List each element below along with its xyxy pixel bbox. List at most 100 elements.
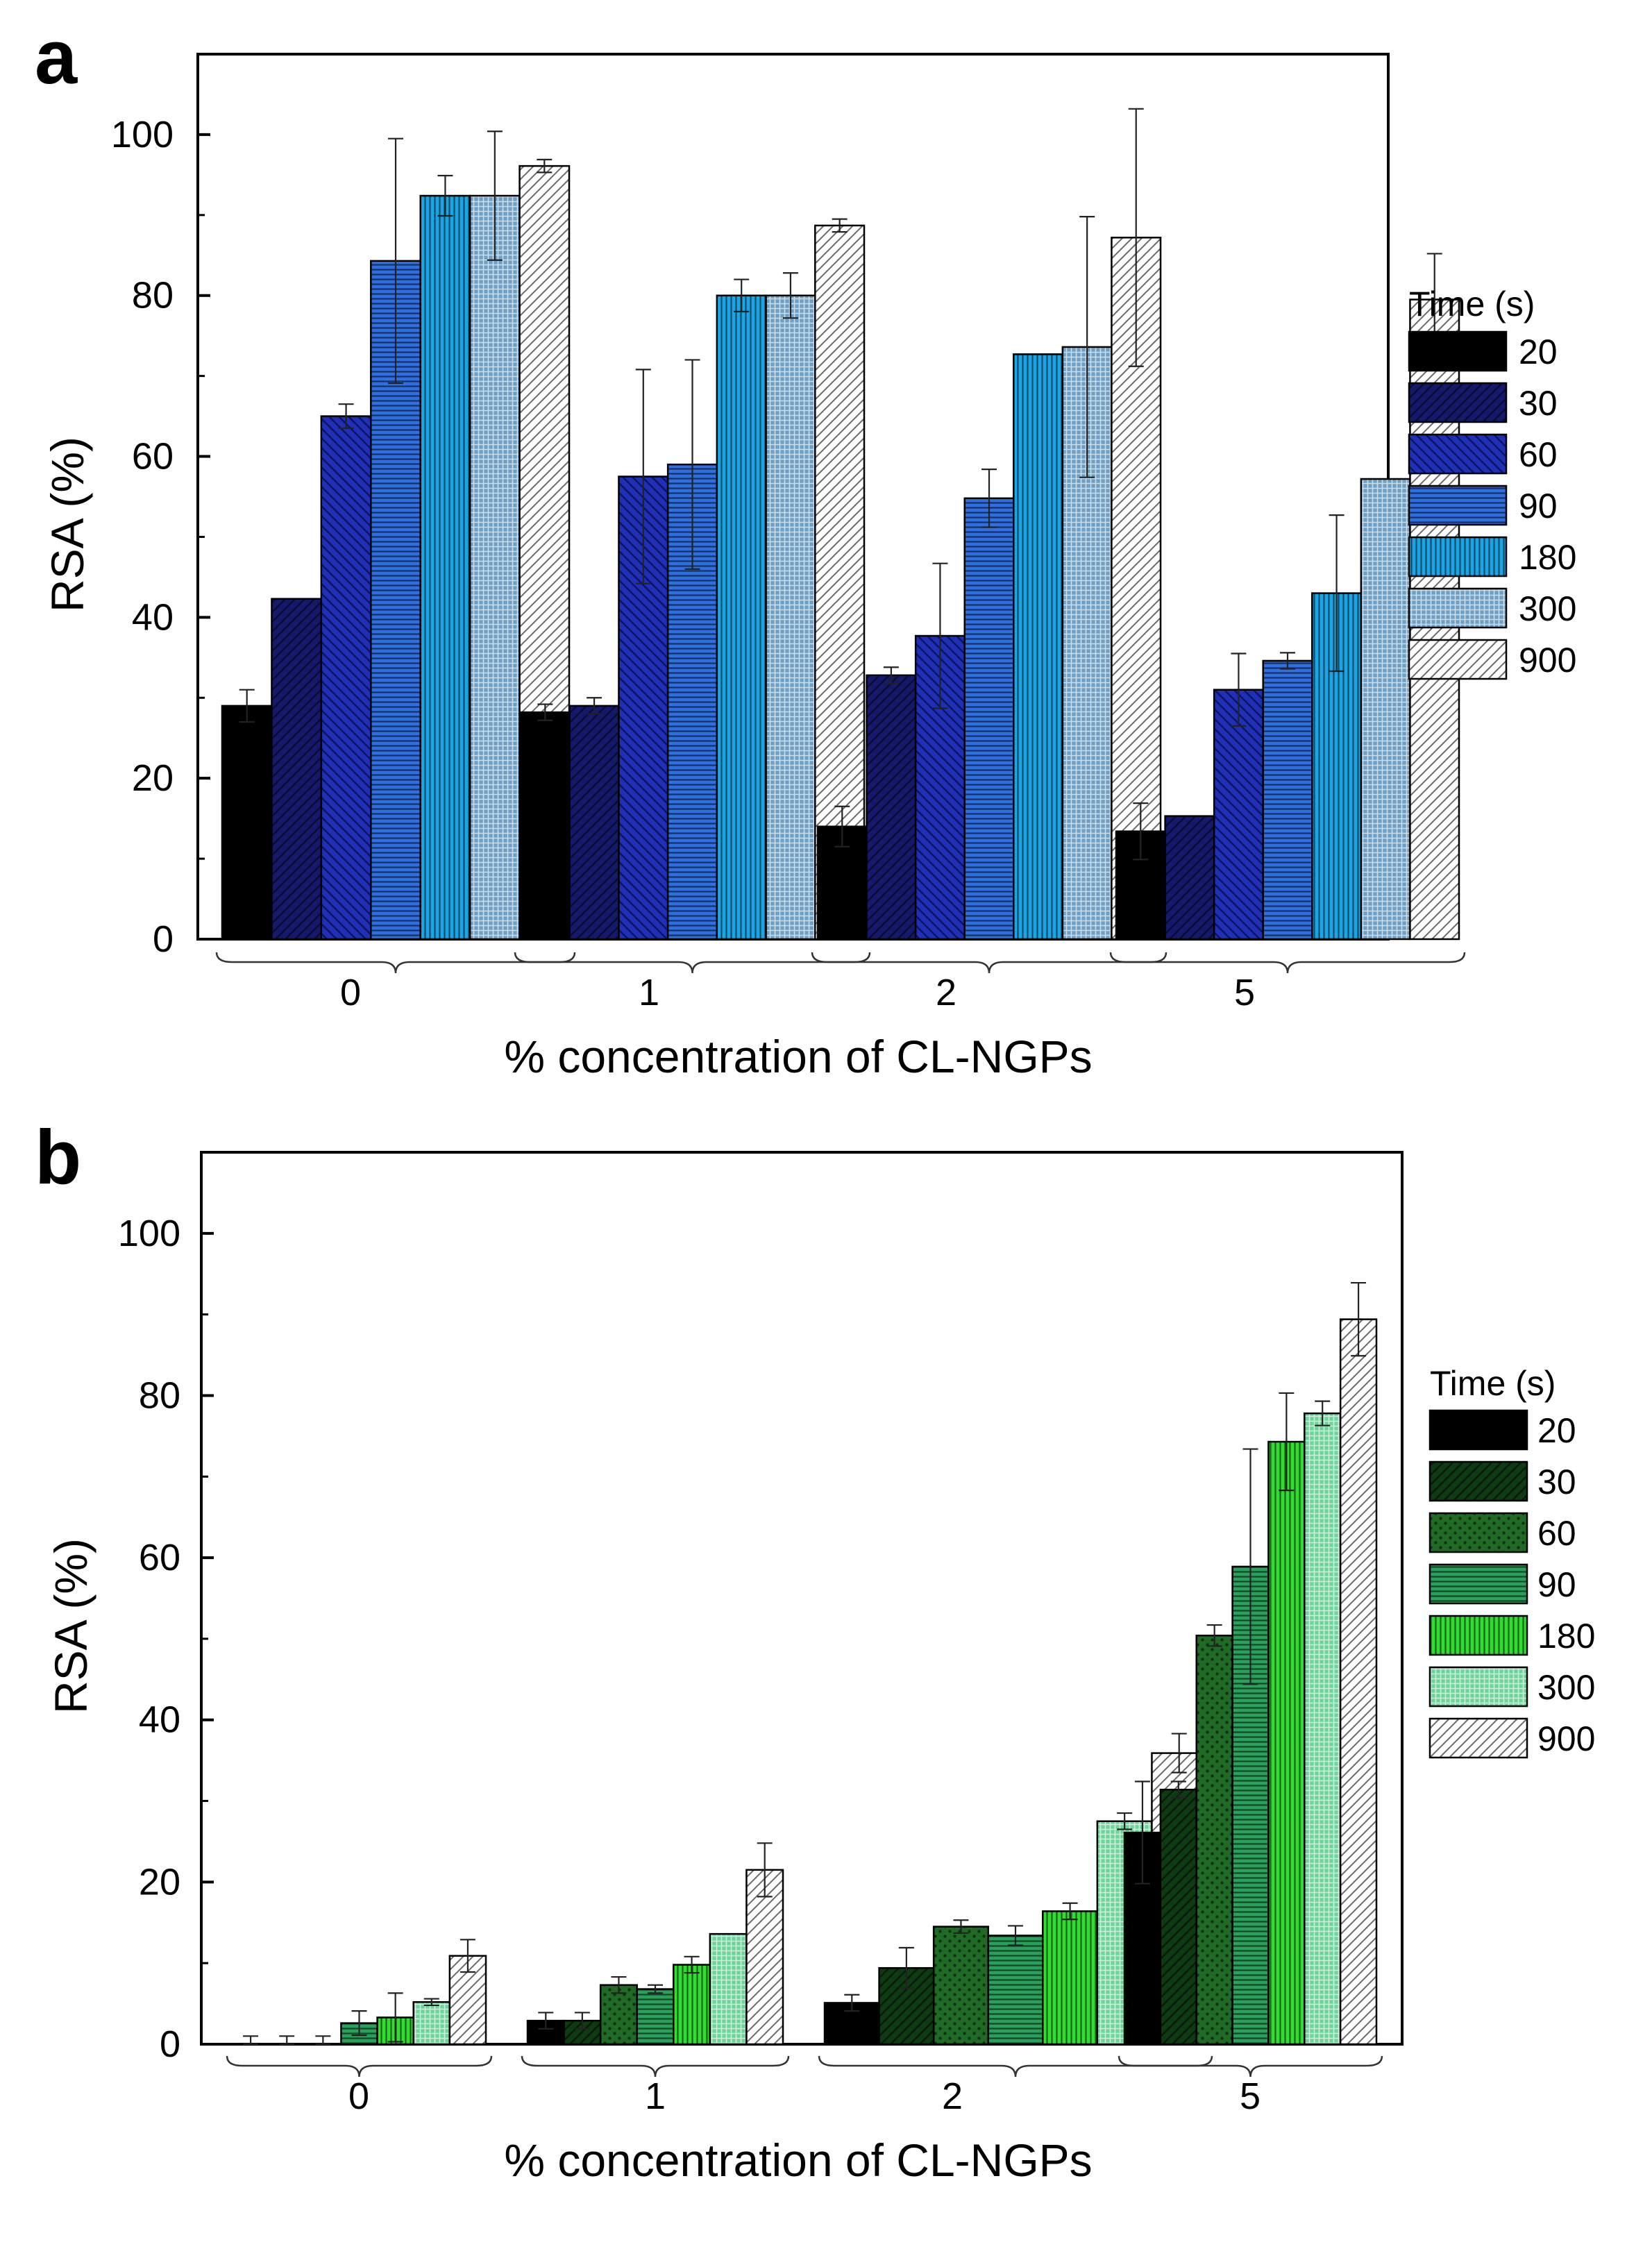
bar-300s-1 bbox=[765, 294, 816, 941]
legend-label-900: 900 bbox=[1537, 1719, 1595, 1758]
bar-90s-5 bbox=[1262, 659, 1313, 941]
legend-swatch-20 bbox=[1428, 1409, 1528, 1451]
bar-180s-1 bbox=[673, 1964, 711, 2046]
legend-swatch-60 bbox=[1428, 1512, 1528, 1553]
y-tick-label: 100 bbox=[118, 1213, 180, 1254]
legend-swatch-60 bbox=[1408, 433, 1508, 475]
bar-180s-0 bbox=[419, 194, 471, 941]
legend-label-90: 90 bbox=[1537, 1565, 1576, 1604]
bar-30s-1 bbox=[568, 705, 620, 941]
group-brace bbox=[521, 2055, 790, 2078]
x-axis-title: % concentration of CL-NGPs bbox=[504, 1031, 1092, 1082]
bar-300s-0 bbox=[412, 2001, 451, 2046]
panel-a-chart: a 0 20 40 60 80 100 RSA (%) 0 1 2 5 % concentration … bbox=[35, 15, 1576, 1082]
y-tick-label: 20 bbox=[139, 1861, 180, 1903]
x-tick-label: 0 bbox=[340, 972, 361, 1013]
y-tick-label: 60 bbox=[139, 1537, 180, 1578]
y-tick-label: 20 bbox=[132, 757, 174, 799]
bar-30s-5 bbox=[1164, 815, 1215, 941]
bar-90s-1 bbox=[636, 1988, 675, 2046]
bar-group-1: 1 bbox=[521, 1842, 790, 2117]
bar-180s-2 bbox=[1013, 353, 1064, 941]
y-axis-title: RSA (%) bbox=[45, 1538, 96, 1714]
x-tick-label: 1 bbox=[639, 972, 659, 1013]
legend-swatch-300 bbox=[1428, 1666, 1528, 1708]
legend-label-300: 300 bbox=[1537, 1668, 1595, 1707]
y-axis-title: RSA (%) bbox=[42, 437, 93, 612]
bar-90s-2 bbox=[963, 497, 1015, 941]
bar-group-2: 2 bbox=[811, 108, 1168, 1013]
x-tick-label: 0 bbox=[348, 2075, 369, 2117]
y-tick-label: 80 bbox=[132, 275, 174, 317]
bar-20s-0 bbox=[221, 705, 273, 941]
bar-60s-2 bbox=[932, 1926, 989, 2046]
legend-swatch-180 bbox=[1408, 536, 1508, 578]
y-tick-label: 100 bbox=[111, 114, 174, 155]
x-tick-label: 1 bbox=[645, 2075, 666, 2117]
legend-swatch-20 bbox=[1408, 330, 1508, 372]
y-tick-label: 60 bbox=[132, 436, 174, 478]
group-brace bbox=[811, 952, 1168, 974]
group-brace bbox=[226, 2055, 493, 2078]
bar-60s-0 bbox=[320, 415, 372, 941]
legend-label-900: 900 bbox=[1519, 641, 1576, 680]
legend-label-30: 30 bbox=[1519, 384, 1558, 423]
bar-60s-5 bbox=[1195, 1634, 1233, 2046]
legend-swatch-180 bbox=[1428, 1615, 1528, 1656]
y-tick-label: 40 bbox=[132, 596, 174, 638]
bar-300s-5 bbox=[1304, 1412, 1342, 2046]
bar-180s-5 bbox=[1311, 592, 1363, 941]
legend-label-20: 20 bbox=[1519, 332, 1558, 371]
bar-60s-5 bbox=[1213, 689, 1264, 941]
legend-label-20: 20 bbox=[1537, 1411, 1576, 1450]
bar-300s-5 bbox=[1360, 478, 1411, 941]
panel-b-chart: b 0 20 40 60 80 100 RSA (%) 0 1 2 5 % concentration … bbox=[35, 1115, 1595, 2186]
y-axis: 0 20 40 60 80 100 bbox=[111, 114, 210, 960]
x-tick-label: 5 bbox=[1240, 2075, 1261, 2117]
legend-label-30: 30 bbox=[1537, 1463, 1576, 1501]
legend-swatch-90 bbox=[1408, 485, 1508, 526]
legend-label-60: 60 bbox=[1519, 435, 1558, 474]
bar-900s-1 bbox=[814, 224, 866, 941]
bar-90s-2 bbox=[987, 1935, 1044, 2046]
bar-group-1: 1 bbox=[514, 218, 871, 1013]
x-tick-label: 5 bbox=[1234, 972, 1255, 1013]
legend-title: Time (s) bbox=[1409, 285, 1535, 323]
y-axis: 0 20 40 60 80 100 bbox=[118, 1213, 214, 2065]
x-tick-label: 2 bbox=[936, 972, 956, 1013]
group-brace bbox=[1118, 2055, 1383, 2078]
bar-900s-5 bbox=[1339, 1318, 1378, 2046]
legend-label-60: 60 bbox=[1537, 1514, 1576, 1553]
legend-swatch-900 bbox=[1428, 1717, 1528, 1759]
group-brace bbox=[514, 952, 871, 974]
legend-label-180: 180 bbox=[1519, 538, 1576, 577]
bar-30s-0 bbox=[271, 598, 323, 941]
bar-group-5: 5 bbox=[1118, 1281, 1383, 2117]
legend-swatch-900 bbox=[1408, 639, 1508, 680]
y-tick-label: 0 bbox=[153, 918, 174, 960]
bar-180s-2 bbox=[1042, 1910, 1099, 2046]
bar-30s-5 bbox=[1159, 1788, 1197, 2046]
y-tick-label: 80 bbox=[139, 1374, 180, 1416]
legend-label-300: 300 bbox=[1519, 589, 1576, 628]
bar-group-0: 0 bbox=[226, 1939, 493, 2117]
bar-30s-2 bbox=[866, 674, 917, 941]
bars: 0 1 2 5 bbox=[215, 108, 1466, 1013]
bar-180s-1 bbox=[716, 294, 767, 941]
bar-60s-1 bbox=[599, 1984, 638, 2046]
legend-swatch-30 bbox=[1428, 1460, 1528, 1502]
legend-swatch-30 bbox=[1408, 382, 1508, 423]
panel-letter: a bbox=[35, 15, 78, 100]
legend-swatch-90 bbox=[1428, 1563, 1528, 1605]
legend-label-180: 180 bbox=[1537, 1617, 1595, 1655]
legend-label-90: 90 bbox=[1519, 487, 1558, 525]
bar-900s-1 bbox=[745, 1869, 784, 2046]
bar-300s-0 bbox=[469, 194, 521, 941]
group-brace bbox=[215, 952, 576, 974]
group-brace bbox=[1109, 952, 1466, 974]
x-axis-title: % concentration of CL-NGPs bbox=[504, 2134, 1092, 2186]
bar-30s-1 bbox=[563, 2019, 602, 2046]
legend-swatch-300 bbox=[1408, 587, 1508, 629]
